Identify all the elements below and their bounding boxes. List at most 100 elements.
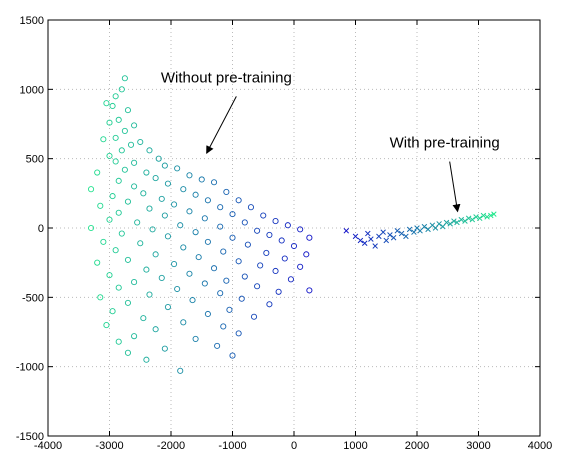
annotation-label: With pre-training — [390, 135, 500, 152]
scatter-point-without-pretraining — [146, 147, 153, 154]
scatter-point-without-pretraining — [217, 290, 224, 297]
x-tick-label: -2000 — [157, 440, 185, 452]
y-tick-label: 1000 — [20, 84, 44, 96]
scatter-point-without-pretraining — [131, 122, 138, 129]
scatter-point-without-pretraining — [143, 169, 150, 176]
scatter-point-without-pretraining — [272, 218, 279, 225]
x-tick-label: 4000 — [528, 440, 552, 452]
scatter-point-without-pretraining — [229, 352, 236, 359]
x-tick-label: 2000 — [405, 440, 429, 452]
scatter-point-without-pretraining — [210, 265, 218, 272]
scatter-point-without-pretraining — [97, 294, 104, 301]
scatter-point-with-pretraining — [383, 237, 390, 244]
scatter-point-without-pretraining — [171, 261, 178, 268]
scatter-point-without-pretraining — [164, 180, 171, 187]
scatter-point-with-pretraining — [484, 214, 490, 220]
scatter-point-without-pretraining — [189, 297, 196, 304]
scatter-point-without-pretraining — [223, 188, 230, 195]
scatter-point-without-pretraining — [161, 212, 168, 219]
scatter-point-without-pretraining — [140, 190, 147, 197]
scatter-point-without-pretraining — [127, 141, 135, 148]
scatter-point-without-pretraining — [118, 230, 125, 237]
scatter-point-without-pretraining — [198, 176, 205, 183]
scatter-point-without-pretraining — [171, 201, 178, 208]
x-tick-label: 1000 — [343, 440, 367, 452]
scatter-point-with-pretraining — [447, 221, 453, 227]
scatter-point-without-pretraining — [137, 138, 144, 146]
scatter-point-without-pretraining — [241, 219, 248, 226]
scatter-point-without-pretraining — [115, 284, 122, 291]
scatter-point-without-pretraining — [115, 116, 122, 123]
scatter-point-with-pretraining — [368, 236, 374, 242]
scatter-point-without-pretraining — [275, 288, 282, 295]
scatter-point-without-pretraining — [146, 205, 153, 212]
y-tick-label: -1000 — [16, 362, 44, 374]
scatter-point-without-pretraining — [124, 349, 131, 356]
scatter-point-without-pretraining — [174, 165, 181, 172]
scatter-point-without-pretraining — [250, 313, 258, 320]
scatter-point-without-pretraining — [186, 270, 193, 277]
annotation-arrow — [206, 96, 237, 155]
scatter-point-without-pretraining — [112, 247, 119, 254]
scatter-point-without-pretraining — [134, 219, 141, 226]
scatter-point-without-pretraining — [186, 208, 193, 215]
scatter-point-without-pretraining — [146, 291, 153, 298]
scatter-point-without-pretraining — [161, 162, 168, 169]
scatter-point-without-pretraining — [229, 234, 236, 241]
scatter-point-with-pretraining — [403, 233, 409, 240]
scatter-point-without-pretraining — [204, 310, 211, 318]
scatter-point-without-pretraining — [106, 272, 113, 279]
scatter-point-without-pretraining — [88, 224, 95, 232]
scatter-point-without-pretraining — [112, 134, 119, 141]
scatter-point-without-pretraining — [254, 227, 261, 234]
scatter-point-without-pretraining — [226, 306, 233, 313]
scatter-point-without-pretraining — [287, 276, 294, 283]
scatter-point-without-pretraining — [278, 237, 285, 244]
scatter-point-without-pretraining — [303, 251, 310, 258]
x-tick-label: 3000 — [466, 440, 490, 452]
scatter-point-without-pretraining — [263, 249, 270, 257]
scatter-point-without-pretraining — [109, 308, 116, 315]
scatter-point-without-pretraining — [155, 155, 162, 162]
scatter-point-without-pretraining — [254, 283, 261, 290]
scatter-point-without-pretraining — [192, 229, 199, 236]
scatter-point-without-pretraining — [223, 277, 230, 284]
scatter-point-without-pretraining — [106, 152, 113, 159]
annotations: Without pre-training With pre-training — [161, 69, 500, 213]
x-tick-label: 0 — [291, 440, 297, 452]
scatter-point-with-pretraining — [458, 216, 465, 223]
scatter-point-with-pretraining — [365, 230, 371, 237]
scatter-point-with-pretraining — [462, 218, 468, 224]
scatter-point-without-pretraining — [124, 198, 131, 205]
scatter-point-without-pretraining — [220, 248, 227, 255]
scatter-point-with-pretraining — [361, 240, 368, 247]
scatter-point-without-pretraining — [143, 356, 150, 363]
scatter-point-with-pretraining — [352, 233, 359, 240]
scatter-point-without-pretraining — [235, 258, 242, 265]
annotation-label: Without pre-training — [161, 69, 292, 86]
axis-ticks: -4000 -3000 -2000 -1000 0 1000 2000 3000 4000 -15… — [16, 15, 552, 452]
scatter-point-with-pretraining — [425, 226, 431, 233]
scatter-point-with-pretraining — [343, 228, 350, 234]
scatter-point-without-pretraining — [112, 158, 119, 165]
scatter-point-without-pretraining — [180, 319, 187, 326]
scatter-point-without-pretraining — [158, 274, 165, 281]
scatter-point-without-pretraining — [118, 86, 125, 93]
scatter-point-without-pretraining — [284, 222, 291, 229]
scatter-point-without-pretraining — [272, 267, 279, 275]
scatter-point-with-pretraining — [394, 228, 401, 234]
scatter-point-with-pretraining — [376, 233, 382, 240]
scatter-point-with-pretraining — [357, 237, 364, 244]
scatter-point-without-pretraining — [97, 202, 104, 209]
scatter-point-without-pretraining — [281, 255, 288, 262]
scatter-point-with-pretraining — [421, 223, 428, 230]
scatter-point-without-pretraining — [152, 251, 159, 258]
scatter-point-without-pretraining — [290, 242, 298, 250]
scatter-point-without-pretraining — [204, 197, 211, 204]
scatter-point-without-pretraining — [115, 209, 122, 216]
scatter-point-with-pretraining — [469, 216, 476, 223]
scatter-point-with-pretraining — [476, 215, 483, 222]
scatter-point-without-pretraining — [88, 186, 95, 193]
scatter-point-without-pretraining — [238, 295, 245, 302]
scatter-point-without-pretraining — [210, 179, 218, 186]
